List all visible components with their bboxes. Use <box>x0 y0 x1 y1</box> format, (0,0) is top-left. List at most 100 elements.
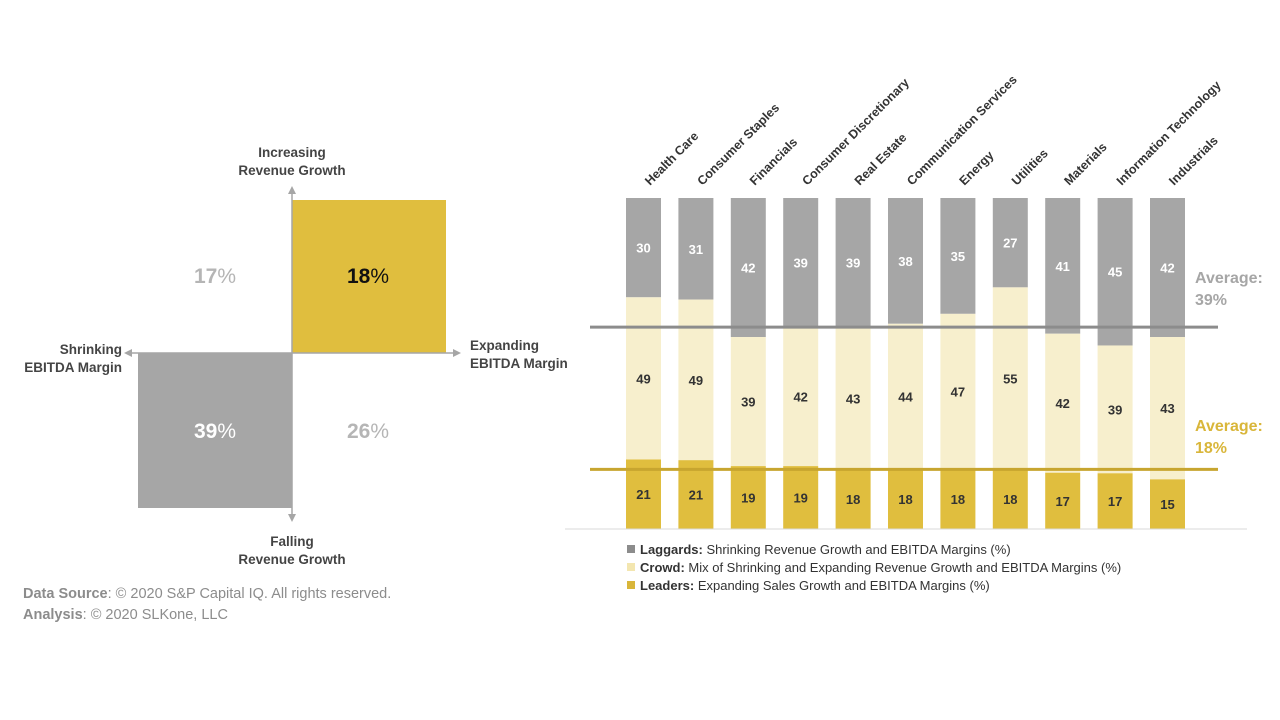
bar-segment-crowd <box>1097 345 1133 474</box>
bar-label-crowd: 44 <box>898 390 913 405</box>
quadrant-bottom-left-number: 39 <box>193 420 218 443</box>
source-notes: Data Source: © 2020 S&P Capital IQ. All … <box>23 584 391 626</box>
bar-segment-laggards <box>678 198 714 300</box>
chart-legend: Laggards: Shrinking Revenue Growth and E… <box>627 541 1121 595</box>
bar-segment-laggards <box>730 198 766 338</box>
bar-segment-leaders <box>678 460 714 529</box>
bar-segment-leaders <box>992 469 1028 529</box>
category-label: Utilities <box>1009 146 1051 188</box>
bar-label-leaders: 19 <box>793 491 807 506</box>
axis-label-bottom-line2: Revenue Growth <box>238 552 346 567</box>
legend-item-leaders: Leaders: Expanding Sales Growth and EBIT… <box>627 577 1121 595</box>
bar-segment-laggards <box>783 198 819 328</box>
bar-segment-crowd <box>783 327 819 467</box>
legend-swatch-laggards <box>627 545 635 553</box>
average-laggards-title: Average: <box>1195 270 1263 287</box>
bar-segment-crowd <box>940 313 976 470</box>
arrow-left-icon <box>124 349 132 357</box>
bar-segment-laggards <box>1097 198 1133 346</box>
average-leaders-label: Average: 18% <box>1195 416 1263 460</box>
bar-label-leaders: 19 <box>741 491 755 506</box>
analysis-line: Analysis: © 2020 SLKone, LLC <box>23 605 391 626</box>
bar-label-crowd: 43 <box>1160 401 1174 416</box>
category-label: Energy <box>957 148 997 188</box>
category-label: Information Technology <box>1114 78 1224 188</box>
quadrant-graphic <box>124 186 461 522</box>
data-source-text: : © 2020 S&P Capital IQ. All rights rese… <box>107 586 392 602</box>
arrow-right-icon <box>453 349 461 357</box>
quadrant-bottom-right-value: 26% <box>323 420 413 444</box>
bar-segment-leaders <box>730 466 766 529</box>
bar-label-crowd: 49 <box>689 373 703 388</box>
bar-segment-laggards <box>992 198 1028 288</box>
bar-label-crowd: 39 <box>741 395 755 410</box>
pct-sign: % <box>217 420 237 443</box>
axis-label-top: Increasing Revenue Growth <box>232 144 352 180</box>
data-source-label: Data Source <box>23 586 108 602</box>
axis-label-left: Shrinking EBITDA Margin <box>12 341 122 377</box>
bar-segment-crowd <box>1150 337 1185 480</box>
bar-label-laggards: 35 <box>951 249 965 264</box>
bar-segment-crowd <box>626 297 661 460</box>
axis-label-right-line2: EBITDA Margin <box>470 356 568 371</box>
bar-label-crowd: 42 <box>1055 396 1069 411</box>
legend-item-crowd: Crowd: Mix of Shrinking and Expanding Re… <box>627 559 1121 577</box>
arrow-up-icon <box>288 186 296 194</box>
bar-segment-laggards <box>835 198 871 328</box>
bar-label-crowd: 42 <box>793 390 807 405</box>
bar-segment-laggards <box>626 198 661 298</box>
bar-label-leaders: 17 <box>1108 494 1122 509</box>
category-label: Materials <box>1061 140 1109 188</box>
legend-leaders-label: Leaders: <box>640 578 695 593</box>
axis-label-left-line1: Shrinking <box>59 342 122 357</box>
bar-segment-leaders <box>1097 473 1133 529</box>
quadrant-bottom-left-value: 39% <box>170 420 260 444</box>
bar-label-leaders: 15 <box>1160 497 1174 512</box>
axis-label-top-line2: Revenue Growth <box>238 163 346 178</box>
analysis-text: : © 2020 SLKone, LLC <box>82 607 228 623</box>
bar-label-leaders: 21 <box>636 487 650 502</box>
bar-segment-crowd <box>992 287 1028 470</box>
average-laggards-label: Average: 39% <box>1195 268 1263 312</box>
average-leaders-title: Average: <box>1195 418 1263 435</box>
bar-label-crowd: 49 <box>636 371 650 386</box>
bar-segment-leaders <box>1150 479 1185 529</box>
bar-segment-crowd <box>1045 333 1081 473</box>
quadrant-bottom-right-number: 26 <box>346 420 371 443</box>
quadrant-top-right-box <box>292 200 446 353</box>
bar-label-leaders: 17 <box>1055 494 1069 509</box>
bar-segment-laggards <box>888 198 923 324</box>
bar-segment-leaders <box>783 466 819 529</box>
bar-label-crowd: 55 <box>1003 371 1017 386</box>
bar-label-leaders: 21 <box>689 488 703 503</box>
bar-label-laggards: 39 <box>793 256 807 271</box>
bar-label-laggards: 42 <box>741 261 755 276</box>
axis-label-top-line1: Increasing <box>258 145 326 160</box>
bar-segment-laggards <box>1150 198 1185 338</box>
axis-label-bottom-line1: Falling <box>270 534 314 549</box>
pct-sign: % <box>370 420 390 443</box>
pct-sign: % <box>217 265 237 288</box>
bar-label-crowd: 47 <box>951 385 965 400</box>
analysis-label: Analysis <box>23 607 83 623</box>
legend-leaders-text: Expanding Sales Growth and EBITDA Margin… <box>694 578 990 593</box>
average-leaders-value: 18% <box>1195 440 1228 457</box>
bar-segment-laggards <box>940 198 976 314</box>
quadrant-top-left-number: 17 <box>193 265 218 288</box>
bar-segment-leaders <box>835 469 871 529</box>
axis-label-left-line2: EBITDA Margin <box>24 360 122 375</box>
quadrant-top-right-value: 18% <box>323 265 413 289</box>
bar-segment-laggards <box>1045 198 1081 334</box>
category-label: Health Care <box>642 129 701 188</box>
axis-label-right: Expanding EBITDA Margin <box>470 337 580 373</box>
bar-label-laggards: 42 <box>1160 261 1174 276</box>
category-label: Consumer Discretionary <box>799 76 912 189</box>
legend-laggards-label: Laggards: <box>640 542 703 557</box>
average-laggards-value: 39% <box>1195 292 1228 309</box>
bar-segment-leaders <box>888 469 923 529</box>
legend-item-laggards: Laggards: Shrinking Revenue Growth and E… <box>627 541 1121 559</box>
pct-sign: % <box>370 265 390 288</box>
bar-segment-leaders <box>1045 472 1081 529</box>
legend-laggards-text: Shrinking Revenue Growth and EBITDA Marg… <box>702 542 1011 557</box>
